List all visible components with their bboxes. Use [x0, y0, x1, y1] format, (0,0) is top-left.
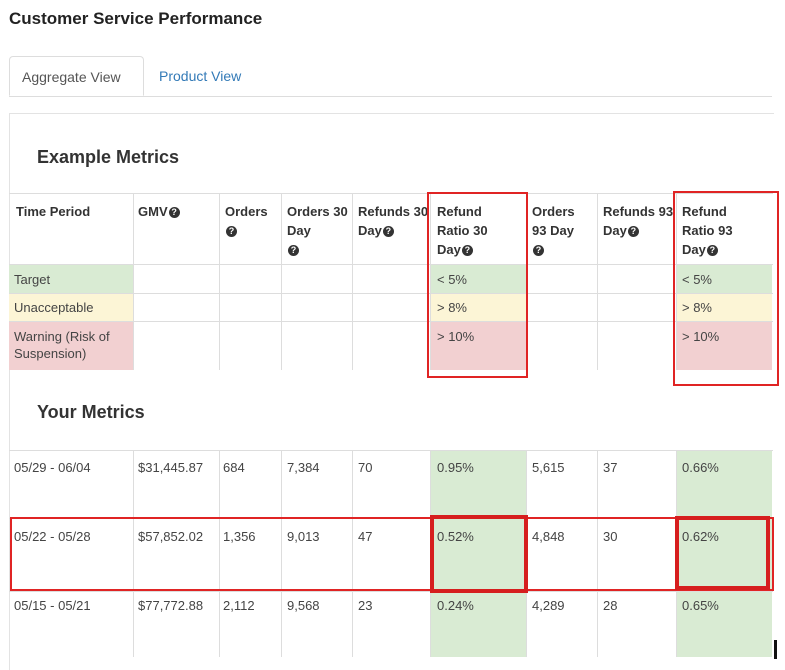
header-orders: Orders?: [225, 204, 268, 237]
refunds30-cell: 47: [358, 529, 373, 544]
question-circle-icon[interactable]: ?: [706, 245, 718, 256]
column-divider: [133, 450, 134, 657]
highlight-ratio30-0522: [430, 515, 528, 593]
highlight-refund-ratio-30-column: [427, 192, 528, 378]
column-divider: [219, 193, 220, 370]
row-label-target: Target: [14, 272, 51, 287]
question-circle-icon[interactable]: ?: [627, 226, 639, 237]
ratio93-cell: 0.66%: [682, 460, 719, 475]
unacceptable-row-label-bg: [9, 294, 133, 321]
column-divider: [352, 193, 353, 370]
column-divider: [219, 450, 220, 657]
orders-cell: 1,356: [223, 529, 256, 544]
header-refund-ratio-30-day: Refund Ratio 30 Day?: [437, 204, 488, 257]
ratio30-cell: 0.24%: [437, 598, 474, 613]
row-label-unacceptable: Unacceptable: [14, 300, 94, 315]
refunds93-cell: 30: [603, 529, 618, 544]
gmv-cell: $77,772.88: [138, 598, 204, 613]
column-divider: [430, 193, 431, 370]
orders-cell: 2,112: [223, 598, 255, 613]
tab-product-view[interactable]: Product View: [159, 68, 242, 84]
refunds30-cell: 23: [358, 598, 373, 613]
orders93-cell: 5,615: [532, 460, 565, 475]
orders30-cell: 9,013: [287, 529, 320, 544]
warning-ratio-93: > 10%: [682, 329, 720, 344]
unacceptable-ratio93-bg: [676, 294, 772, 321]
text-cursor: [774, 640, 777, 659]
question-circle-icon[interactable]: ?: [382, 226, 394, 237]
header-refunds-30-day: Refunds 30 Day?: [358, 204, 429, 238]
row-label-warning: Warning (Risk of Suspension): [14, 329, 110, 361]
metrics-panel: [9, 113, 774, 670]
ratio30-cell: 0.95%: [437, 460, 474, 475]
unacceptable-ratio-30: > 8%: [437, 300, 467, 315]
ratio93-column-bg: [676, 451, 772, 657]
ratio93-cell: 0.65%: [682, 598, 719, 613]
tab-bar: Aggregate View Product View: [9, 56, 772, 97]
ratio30-column-bg: [431, 451, 526, 657]
header-refunds-93-day: Refunds 93 Day?: [603, 204, 674, 238]
target-ratio30-bg: [431, 265, 526, 293]
column-divider: [281, 193, 282, 370]
question-circle-icon[interactable]: ?: [288, 245, 299, 256]
target-row-label-bg: [9, 265, 133, 293]
header-refund-ratio-93-day: Refund Ratio 93 Day?: [682, 204, 733, 257]
warning-ratio93-bg: [676, 322, 772, 370]
your-metrics-title: Your Metrics: [37, 402, 145, 422]
question-circle-icon[interactable]: ?: [168, 207, 180, 218]
highlight-refund-ratio-93-column: [673, 191, 779, 386]
tab-aggregate-view[interactable]: Aggregate View: [9, 56, 144, 96]
header-time-period: Time Period: [16, 204, 91, 219]
page-title: Customer Service Performance: [9, 9, 263, 28]
refunds93-cell: 37: [603, 460, 618, 475]
refunds93-cell: 28: [603, 598, 618, 613]
unacceptable-ratio-93: > 8%: [682, 300, 712, 315]
refunds30-cell: 70: [358, 460, 373, 475]
period-cell: 05/22 - 05/28: [14, 529, 91, 544]
column-divider: [597, 193, 598, 370]
question-circle-icon[interactable]: ?: [533, 245, 544, 256]
period-cell: 05/29 - 06/04: [14, 460, 91, 475]
header-orders-30-day: Orders 30 Day?: [287, 204, 348, 256]
period-cell: 05/15 - 05/21: [14, 598, 91, 613]
warning-ratio-30: > 10%: [437, 329, 475, 344]
orders30-cell: 9,568: [287, 598, 320, 613]
highlight-row-0522: [10, 517, 774, 591]
question-circle-icon[interactable]: ?: [461, 245, 473, 256]
divider: [9, 264, 773, 265]
warning-ratio30-bg: [431, 322, 526, 370]
target-ratio-30: < 5%: [437, 272, 467, 287]
ratio93-cell: 0.62%: [682, 529, 719, 544]
header-gmv: GMV?: [138, 202, 216, 221]
orders93-cell: 4,289: [532, 598, 565, 613]
unacceptable-ratio30-bg: [431, 294, 526, 321]
header-orders-93-day: Orders 93 Day?: [532, 204, 575, 256]
divider: [9, 591, 773, 592]
question-circle-icon[interactable]: ?: [226, 226, 237, 237]
orders93-cell: 4,848: [532, 529, 565, 544]
divider: [9, 193, 773, 194]
orders-cell: 684: [223, 460, 245, 475]
target-ratio-93: < 5%: [682, 272, 712, 287]
column-divider: [352, 450, 353, 657]
orders30-cell: 7,384: [287, 460, 320, 475]
column-divider: [676, 193, 677, 370]
ratio30-cell: 0.52%: [437, 529, 474, 544]
highlight-ratio93-0522: [675, 516, 770, 590]
example-metrics-title: Example Metrics: [37, 147, 180, 167]
gmv-cell: $31,445.87: [138, 460, 204, 475]
column-divider: [597, 450, 598, 657]
gmv-cell: $57,852.02: [138, 529, 204, 544]
divider: [9, 321, 773, 322]
target-ratio93-bg: [676, 265, 772, 293]
divider: [9, 450, 773, 451]
column-divider: [281, 450, 282, 657]
warning-row-label-bg: [9, 322, 133, 370]
column-divider: [133, 193, 134, 370]
divider: [9, 293, 773, 294]
